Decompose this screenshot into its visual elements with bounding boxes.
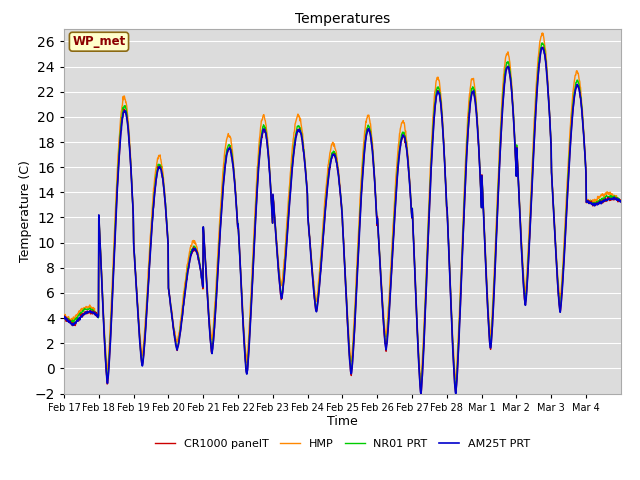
AM25T PRT bbox=[328, 155, 335, 161]
NR01 PRT bbox=[474, 129, 482, 135]
AM25T PRT bbox=[452, 391, 460, 396]
CR1000 panelT bbox=[540, 44, 547, 50]
Text: WP_met: WP_met bbox=[72, 35, 125, 48]
NR01 PRT bbox=[317, 256, 325, 262]
AM25T PRT bbox=[611, 194, 618, 200]
CR1000 panelT bbox=[60, 315, 68, 321]
CR1000 panelT bbox=[474, 130, 482, 136]
NR01 PRT bbox=[452, 386, 460, 392]
AM25T PRT bbox=[539, 45, 547, 50]
CR1000 panelT bbox=[417, 391, 425, 396]
AM25T PRT bbox=[556, 308, 564, 313]
HMP bbox=[60, 315, 68, 321]
HMP bbox=[538, 30, 546, 36]
HMP bbox=[147, 224, 155, 229]
NR01 PRT bbox=[556, 304, 564, 310]
HMP bbox=[556, 294, 564, 300]
AM25T PRT bbox=[317, 262, 325, 268]
NR01 PRT bbox=[60, 314, 68, 320]
Title: Temperatures: Temperatures bbox=[295, 12, 390, 26]
AM25T PRT bbox=[474, 132, 482, 138]
Y-axis label: Temperature (C): Temperature (C) bbox=[19, 160, 32, 262]
NR01 PRT bbox=[328, 152, 335, 158]
X-axis label: Time: Time bbox=[327, 415, 358, 429]
CR1000 panelT bbox=[611, 195, 618, 201]
CR1000 panelT bbox=[556, 308, 564, 314]
HMP bbox=[328, 142, 335, 147]
HMP bbox=[417, 377, 425, 383]
NR01 PRT bbox=[617, 198, 625, 204]
NR01 PRT bbox=[611, 194, 618, 200]
Line: NR01 PRT: NR01 PRT bbox=[64, 43, 621, 389]
HMP bbox=[617, 199, 625, 204]
CR1000 panelT bbox=[617, 198, 625, 204]
AM25T PRT bbox=[617, 198, 625, 204]
CR1000 panelT bbox=[317, 260, 325, 265]
CR1000 panelT bbox=[328, 156, 335, 161]
AM25T PRT bbox=[60, 314, 68, 320]
HMP bbox=[474, 126, 482, 132]
HMP bbox=[317, 248, 325, 254]
NR01 PRT bbox=[147, 234, 155, 240]
Legend: CR1000 panelT, HMP, NR01 PRT, AM25T PRT: CR1000 panelT, HMP, NR01 PRT, AM25T PRT bbox=[150, 435, 534, 454]
NR01 PRT bbox=[538, 40, 546, 46]
Line: AM25T PRT: AM25T PRT bbox=[64, 48, 621, 394]
AM25T PRT bbox=[147, 238, 155, 243]
Line: CR1000 panelT: CR1000 panelT bbox=[64, 47, 621, 394]
Line: HMP: HMP bbox=[64, 33, 621, 380]
CR1000 panelT bbox=[147, 238, 155, 243]
HMP bbox=[611, 192, 618, 198]
